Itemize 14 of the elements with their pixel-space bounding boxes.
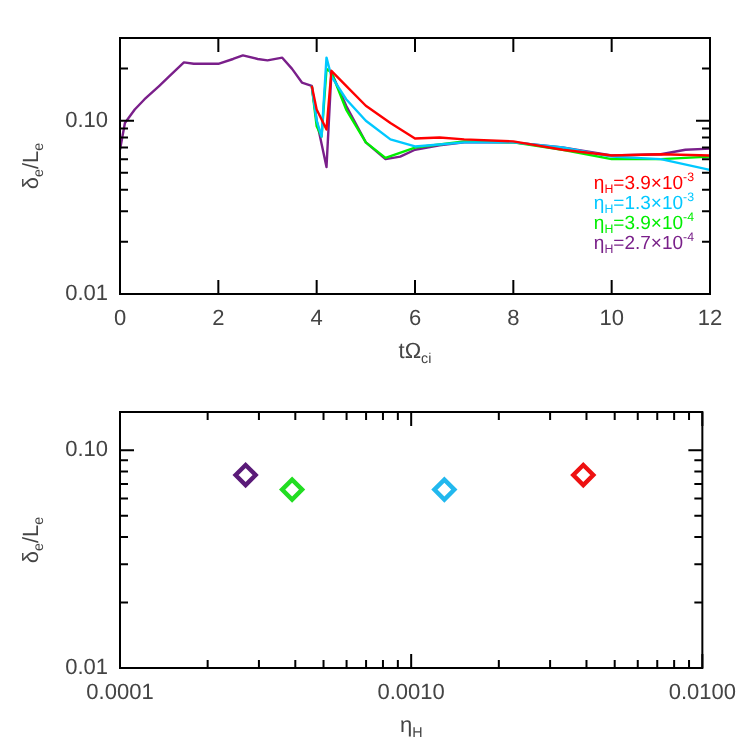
y-tick-label: 0.10: [65, 438, 108, 463]
x-tick-label: 0.0001: [86, 681, 154, 706]
x-tick-label: 8: [507, 307, 520, 332]
x-tick-label: 2: [212, 307, 225, 332]
x-tick-label: 0.0100: [668, 681, 737, 706]
x-tick-label: 10: [599, 307, 624, 332]
x-tick-label: 4: [310, 307, 323, 332]
y-tick-label: 0.10: [65, 108, 108, 133]
x-tick-label: 0: [113, 307, 127, 332]
y-tick-label: 0.01: [65, 282, 108, 307]
x-tick-label: 0.0010: [377, 681, 445, 706]
y-tick-label: 0.01: [65, 656, 108, 681]
x-tick-label: 12: [697, 307, 723, 332]
x-tick-label: 6: [408, 307, 422, 332]
